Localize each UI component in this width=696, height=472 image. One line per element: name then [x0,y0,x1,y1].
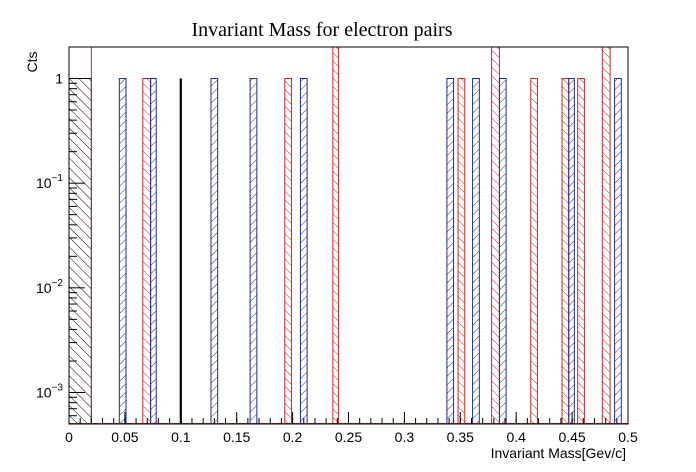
histogram-bar [284,78,292,424]
x-tick-label: 0.2 [283,429,303,445]
histogram-bar [457,78,466,424]
histogram-bar [530,78,538,424]
histogram-bar [498,78,507,424]
histogram-bar [69,47,92,424]
x-tick-label: 0.35 [447,429,474,445]
x-axis: 0 0.05 0.1 0.15 0.2 0.25 0.3 0.35 0.4 0.45 0.5 [65,412,638,445]
x-tick-label: 0.5 [618,429,638,445]
x-tick-label: 0.1 [171,429,191,445]
histogram-bar [142,78,152,424]
histogram-bar [491,47,500,424]
y-axis-label: Cts [24,52,40,73]
y-tick-label: 10−2 [36,278,63,296]
y-axis: 1 10−1 10−2 10−3 [36,46,85,425]
histogram-bar [568,78,575,424]
histogram-bar [577,78,585,424]
x-tick-label: 0 [65,429,73,445]
x-tick-label: 0.4 [506,429,526,445]
histogram-bar [561,78,570,424]
y-tick-label: 1 [55,71,63,87]
histogram-bar [614,78,622,424]
histogram-bar [299,78,308,424]
x-axis-label: Invariant Mass[Gev/c] [491,445,626,461]
y-tick-label: 10−1 [36,173,63,191]
x-tick-label: 0.05 [111,429,138,445]
y-tick-label: 10−3 [36,382,63,400]
x-tick-label: 0.45 [558,429,585,445]
histogram-bar [249,78,258,424]
histogram-bar [446,78,455,424]
histogram-bar [69,78,92,424]
x-tick-label: 0.25 [335,429,362,445]
histogram-bar [601,47,611,424]
histogram-bar [210,78,219,424]
histogram-bar [150,78,157,424]
chart-title: Invariant Mass for electron pairs [191,19,452,41]
histogram-bar [118,78,127,424]
bars-layer [69,47,628,424]
histogram-bar [472,78,480,424]
x-tick-label: 0.3 [395,429,415,445]
x-tick-label: 0.15 [223,429,250,445]
histogram-bar [332,47,339,424]
